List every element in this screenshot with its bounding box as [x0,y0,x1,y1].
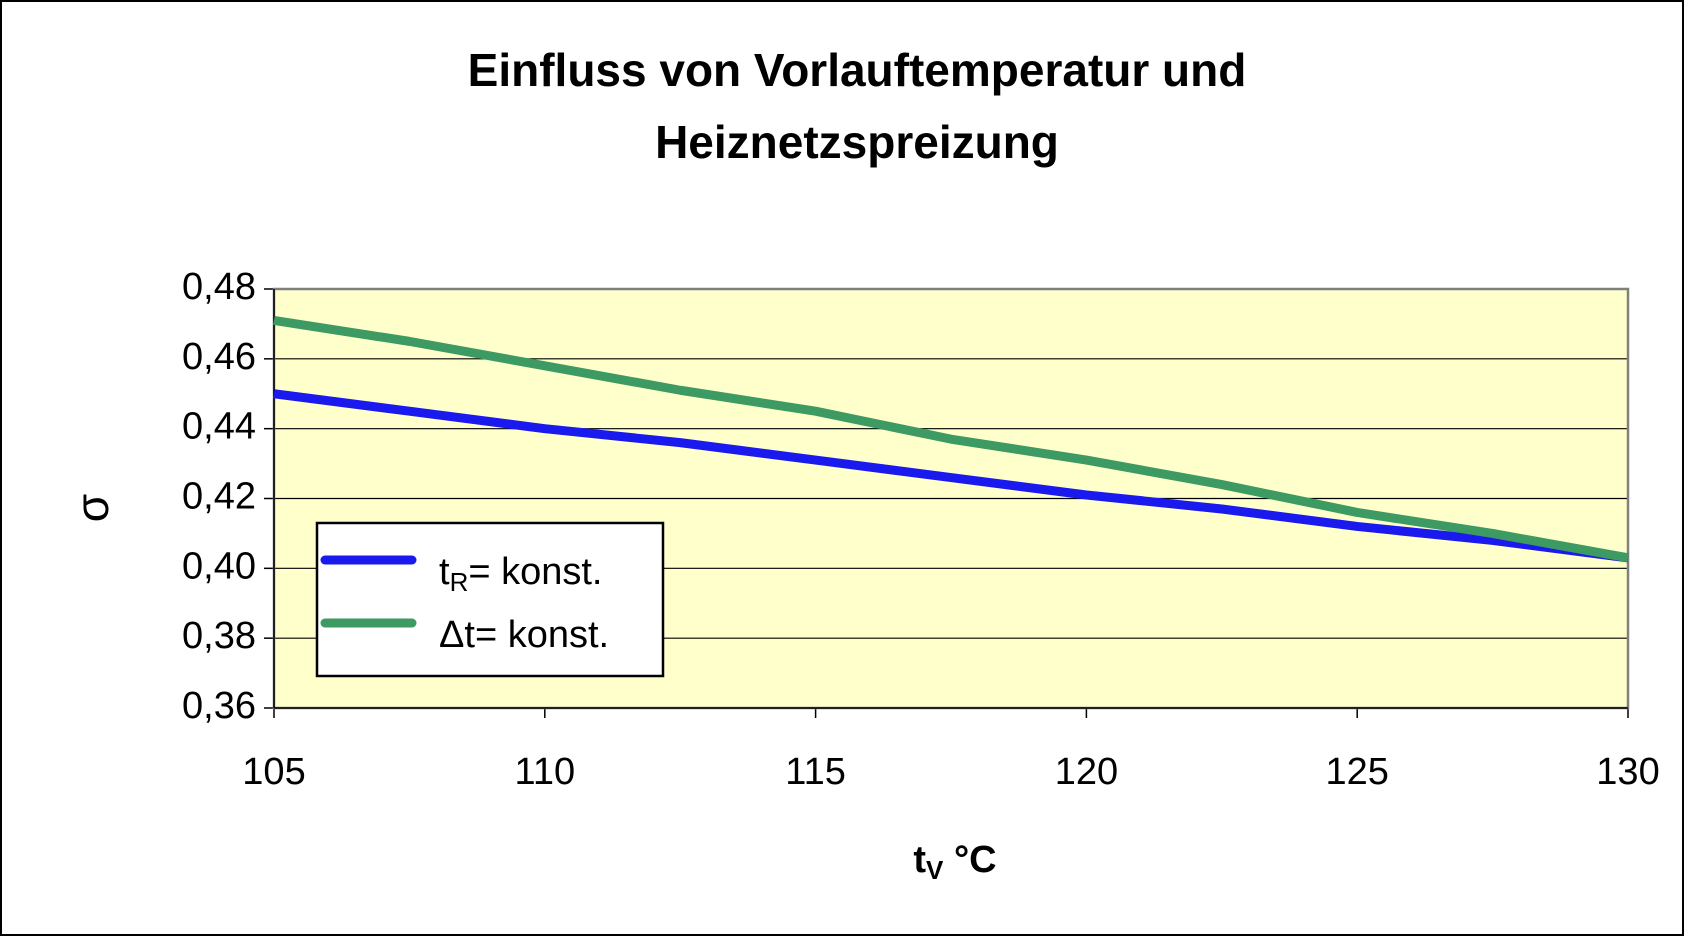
x-tick-label: 105 [242,751,305,793]
y-tick-label: 0,46 [182,336,256,378]
y-tick-label: 0,36 [182,685,256,727]
x-tick-label: 110 [515,751,576,793]
legend: tR= konst. Δt= konst. [315,521,665,678]
y-axis-label: σ [66,494,118,522]
y-tick-label: 0,40 [182,545,256,587]
x-tick-label: 115 [785,751,846,793]
x-axis-label-part: t [913,839,926,881]
chart-title: Heiznetzspreizung [655,116,1059,168]
x-axis-label-part: °C [943,839,996,881]
legend-label: Δt= konst. [439,614,609,656]
legend-label: tR= konst. [439,551,602,597]
legend-label-part: t [439,551,450,593]
y-tick-label: 0,48 [182,266,256,308]
x-axis-label: tV °C [913,839,996,885]
y-tick-label: 0,42 [182,476,256,518]
data-line [273,389,1629,563]
x-tick-label: 120 [1055,751,1118,793]
legend-label-part: R [450,567,469,597]
x-tick-label: 130 [1596,751,1659,793]
legend-label-part: = konst. [468,551,602,593]
legend-label-part: Δt= konst. [439,614,609,656]
legend-box [315,521,665,678]
x-tick-label: 125 [1325,751,1388,793]
y-tick-label: 0,38 [182,615,256,657]
x-axis-label-part: V [926,855,944,885]
data-line [273,315,1629,563]
chart-title: Einfluss von Vorlauftemperatur und [468,44,1247,96]
y-tick-label: 0,44 [182,406,256,448]
